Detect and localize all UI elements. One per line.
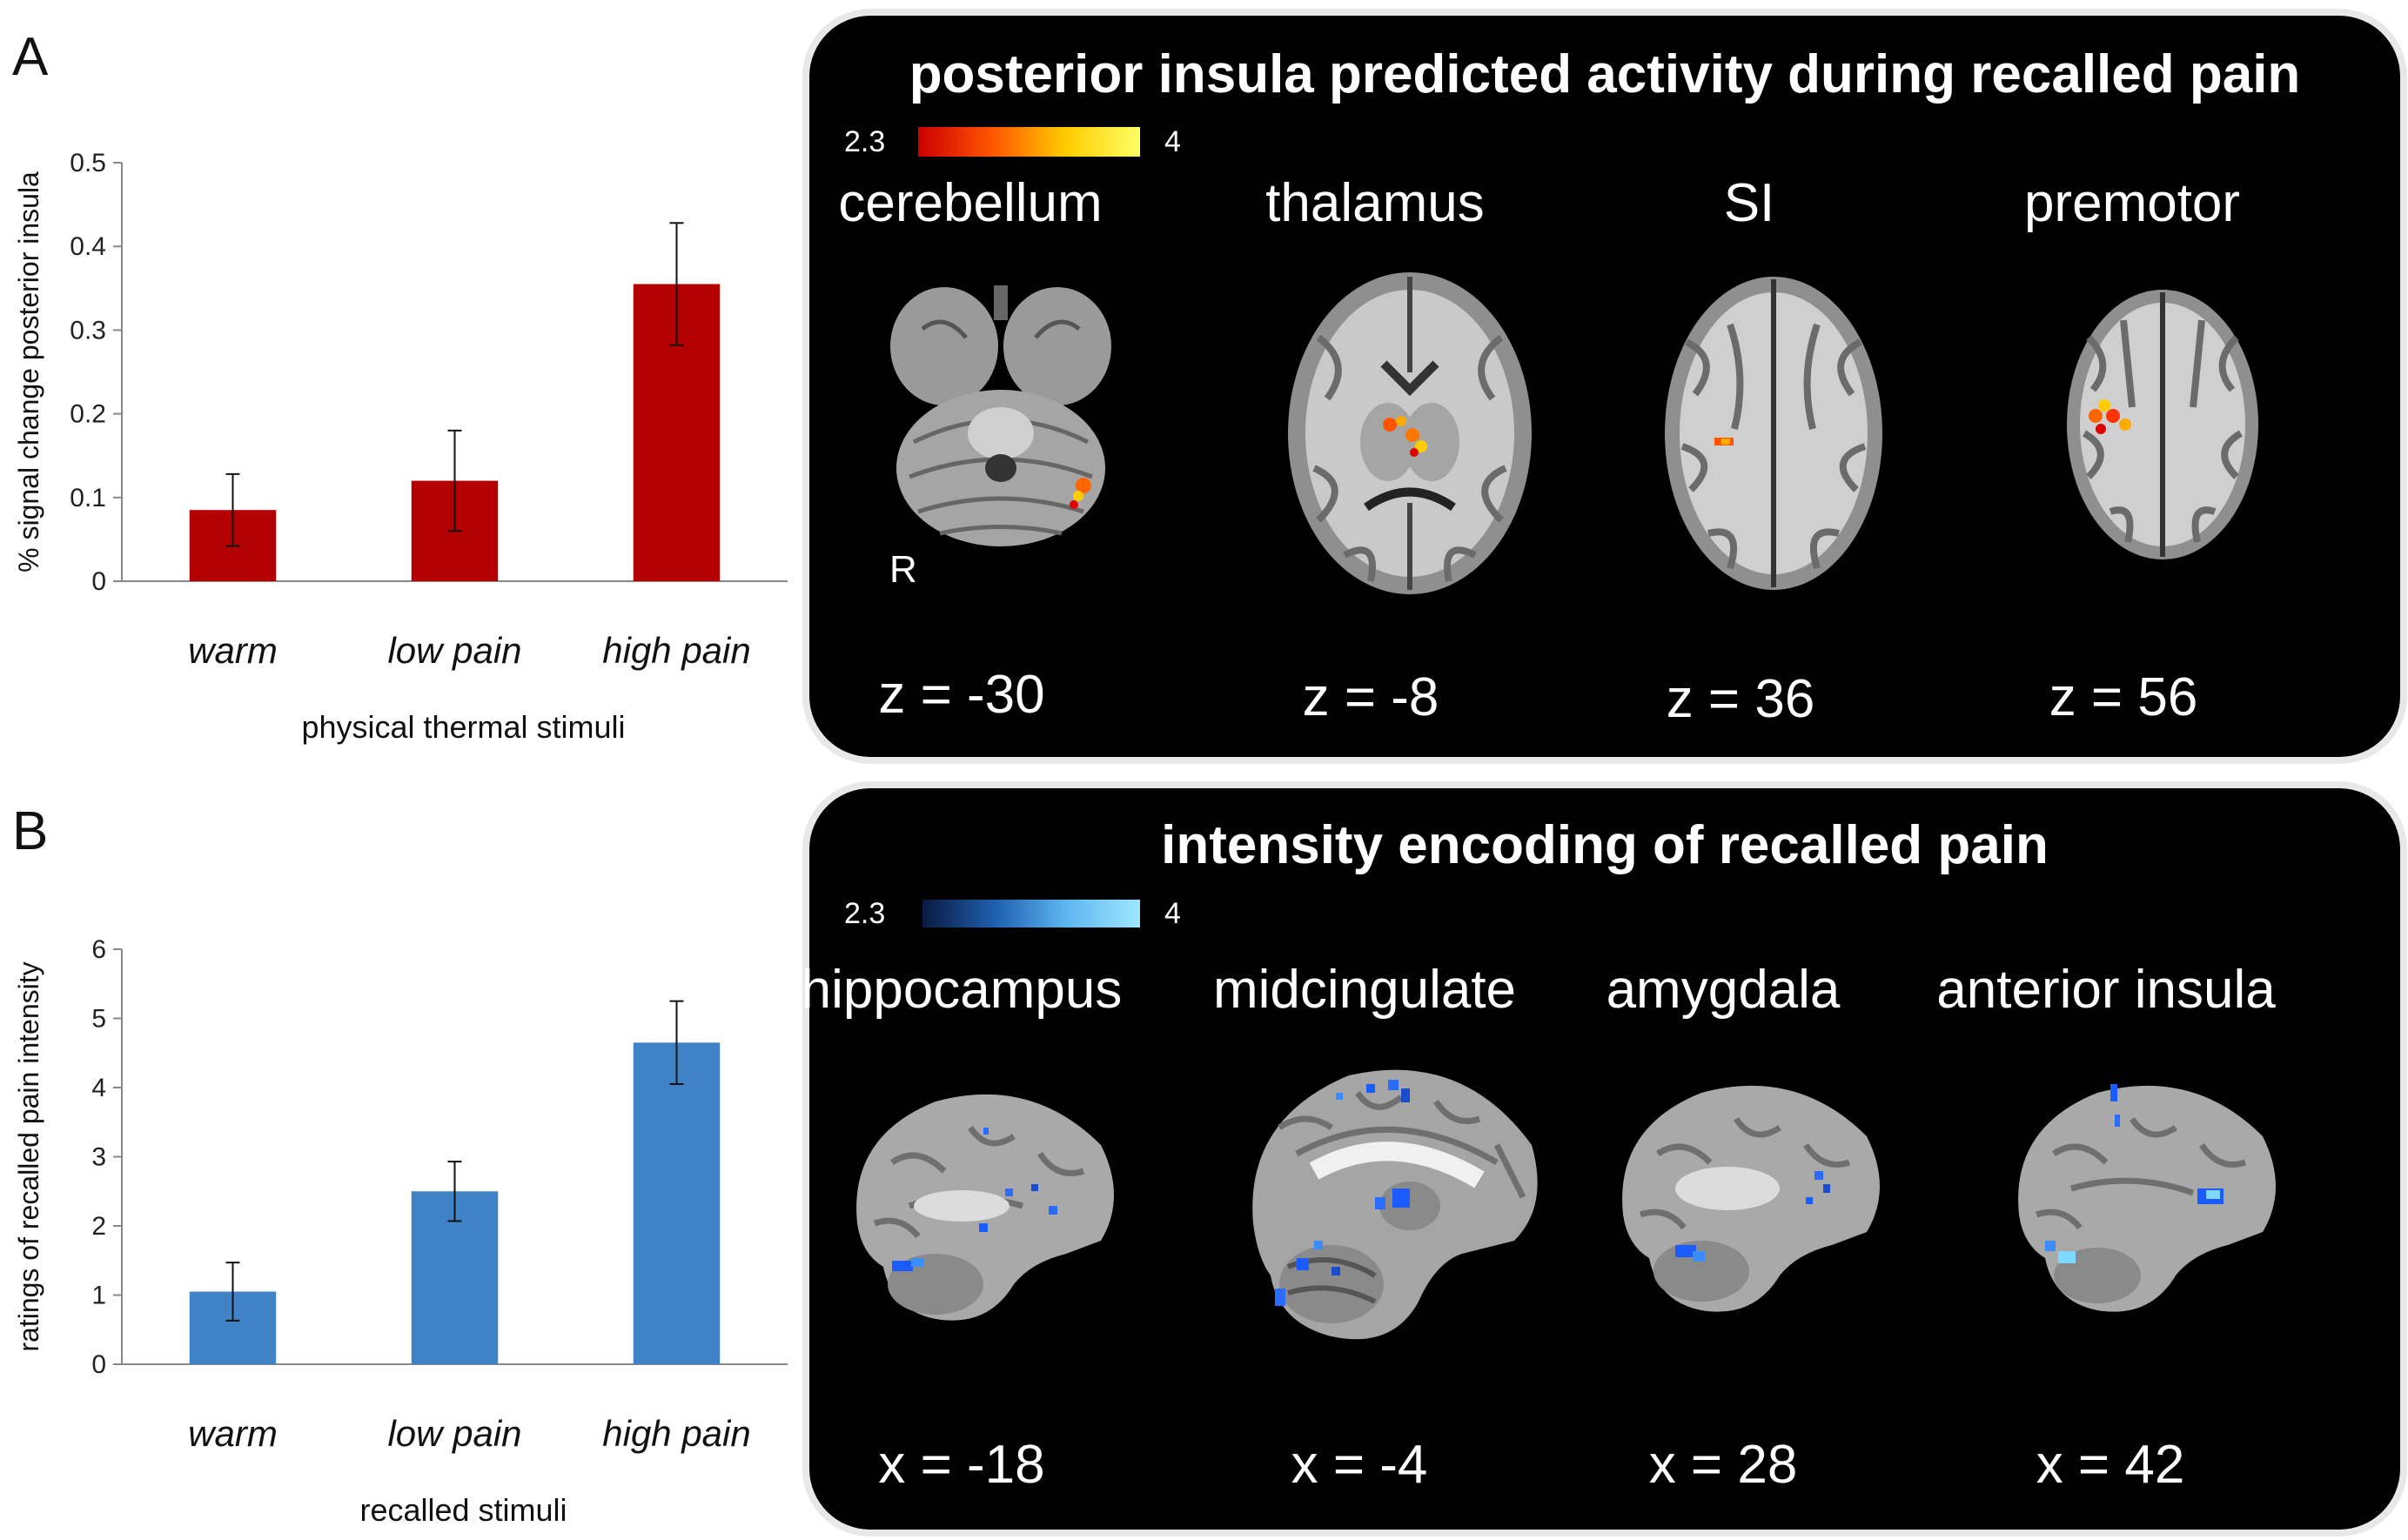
top-colorbar-max: 4 (1164, 125, 1181, 158)
bottom-colorbar (922, 900, 1140, 927)
bottom-colorbar-min: 2.3 (844, 897, 886, 930)
region-label-thalamus: thalamus (1265, 173, 1485, 233)
chart-a-x-axis-label: physical thermal stimuli (301, 709, 625, 745)
coord-label-cerebellum: z = -30 (878, 665, 1045, 725)
coord-label-amygdala: x = 28 (1648, 1435, 1798, 1495)
region-label-cerebellum: cerebellum (838, 173, 1103, 233)
bottom-colorbar-max: 4 (1164, 897, 1181, 930)
chart-a-ytick-label: 0.1 (70, 484, 106, 512)
chart-b-y-axis-label: ratings of recalled pain intensity (13, 961, 44, 1351)
region-label-anterior-insula: anterior insula (1936, 960, 2276, 1020)
side-label-r: R (889, 548, 917, 591)
coord-label-anterior-insula: x = 42 (2036, 1435, 2185, 1495)
region-label-midcingulate: midcingulate (1212, 960, 1517, 1020)
brain-slice-thalamus (1288, 272, 1532, 594)
brain-slice-cerebellum (890, 285, 1111, 546)
region-label-amygdala: amygdala (1606, 960, 1841, 1020)
bottom-panel-title: intensity encoding of recalled pain (1161, 815, 2049, 875)
chart-b-ytick-label: 6 (91, 935, 106, 964)
coord-label-si: z = 36 (1666, 669, 1815, 729)
top-colorbar (918, 127, 1140, 157)
chart-a-y-axis-label: % signal change posterior insula (13, 171, 44, 572)
region-label-premotor: premotor (2023, 173, 2241, 233)
chart-b-ytick-label: 5 (91, 1005, 106, 1034)
chart-a-ytick-label: 0.4 (70, 232, 106, 261)
chart-a-category-label: warm (188, 630, 278, 671)
top-colorbar-min: 2.3 (844, 125, 886, 158)
coord-label-premotor: z = 56 (2049, 667, 2198, 727)
brain-slice-midcingulate (1252, 1069, 1538, 1340)
brain-slice-premotor (2067, 290, 2258, 559)
chart-b-ytick-label: 1 (91, 1282, 106, 1310)
top-brain-panel: posterior insula predicted activity duri… (809, 16, 2400, 757)
brain-slice-hippocampus (856, 1094, 1114, 1321)
bottom-brain-panel: intensity encoding of recalled pain 2.3 … (802, 788, 2400, 1530)
panel-letter-a: A (12, 27, 49, 87)
top-panel-title: posterior insula predicted activity duri… (909, 44, 2301, 104)
panel-letter-b: B (12, 801, 49, 861)
chart-a-ytick-label: 0.2 (70, 400, 106, 429)
chart-b-bar (633, 1042, 721, 1364)
brain-slice-anterior-insula (2018, 1084, 2276, 1312)
brain-slice-si (1665, 277, 1882, 590)
chart-b-category-label: low pain (387, 1413, 521, 1454)
coord-label-thalamus: z = -8 (1302, 667, 1439, 727)
chart-a-category-label: high pain (602, 630, 750, 671)
chart-b-ytick-label: 4 (91, 1074, 106, 1102)
region-label-si: SI (1723, 173, 1775, 233)
chart-b-category-label: warm (188, 1413, 278, 1454)
chart-a-ytick-label: 0 (91, 567, 106, 596)
chart-b-ytick-label: 2 (91, 1212, 106, 1241)
chart-a-category-label: low pain (387, 630, 521, 671)
chart-a-ytick-label: 0.3 (70, 316, 106, 345)
chart-b: 0 1 2 3 4 5 6 warm low pain high pain recalled sti… (13, 935, 788, 1528)
chart-b-ytick-label: 0 (91, 1350, 106, 1379)
coord-label-hippocampus: x = -18 (878, 1435, 1045, 1495)
coord-label-midcingulate: x = -4 (1291, 1435, 1428, 1495)
brain-slice-amygdala (1622, 1085, 1880, 1312)
chart-a-ytick-label: 0.5 (70, 149, 106, 177)
chart-a: 0 0.1 0.2 0.3 0.4 0.5 warm low pain high pain phy… (13, 149, 788, 745)
region-label-hippocampus: hippocampus (801, 960, 1123, 1020)
chart-b-category-label: high pain (602, 1413, 750, 1454)
chart-b-ytick-label: 3 (91, 1143, 106, 1172)
chart-b-x-axis-label: recalled stimuli (359, 1492, 567, 1528)
